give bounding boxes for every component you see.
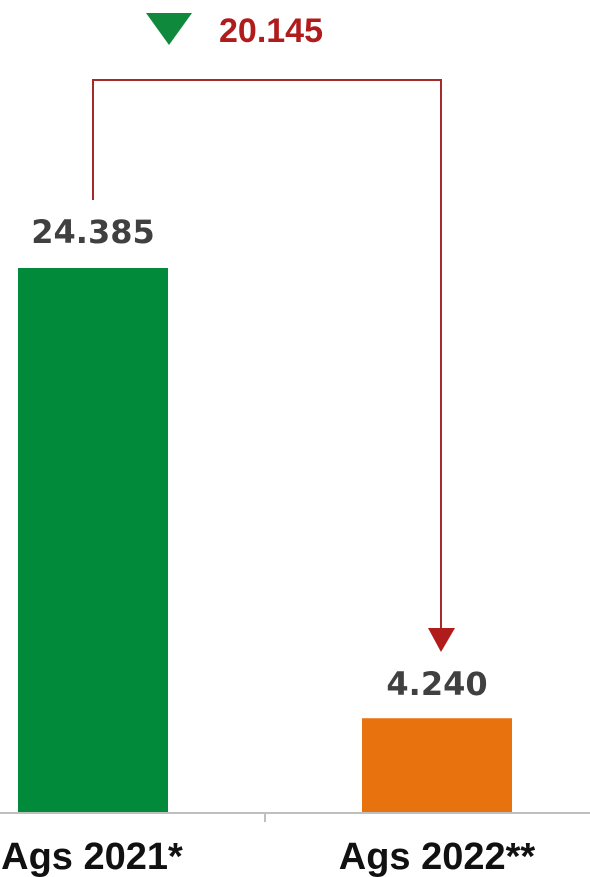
value-label-ags-2021: 24.385 xyxy=(31,213,154,251)
difference-connector-line xyxy=(92,79,442,630)
bar-ags-2021 xyxy=(18,268,168,813)
bar-ags-2022 xyxy=(362,718,512,813)
bars-layer xyxy=(18,268,512,813)
connector-arrowhead-icon xyxy=(428,628,455,652)
category-label-ags-2021: Ags 2021* xyxy=(1,836,183,877)
value-label-ags-2022: 4.240 xyxy=(386,665,487,703)
decrease-triangle-icon xyxy=(146,13,192,45)
difference-value-label: 20.145 xyxy=(219,12,323,50)
category-label-ags-2022: Ags 2022** xyxy=(339,836,536,877)
